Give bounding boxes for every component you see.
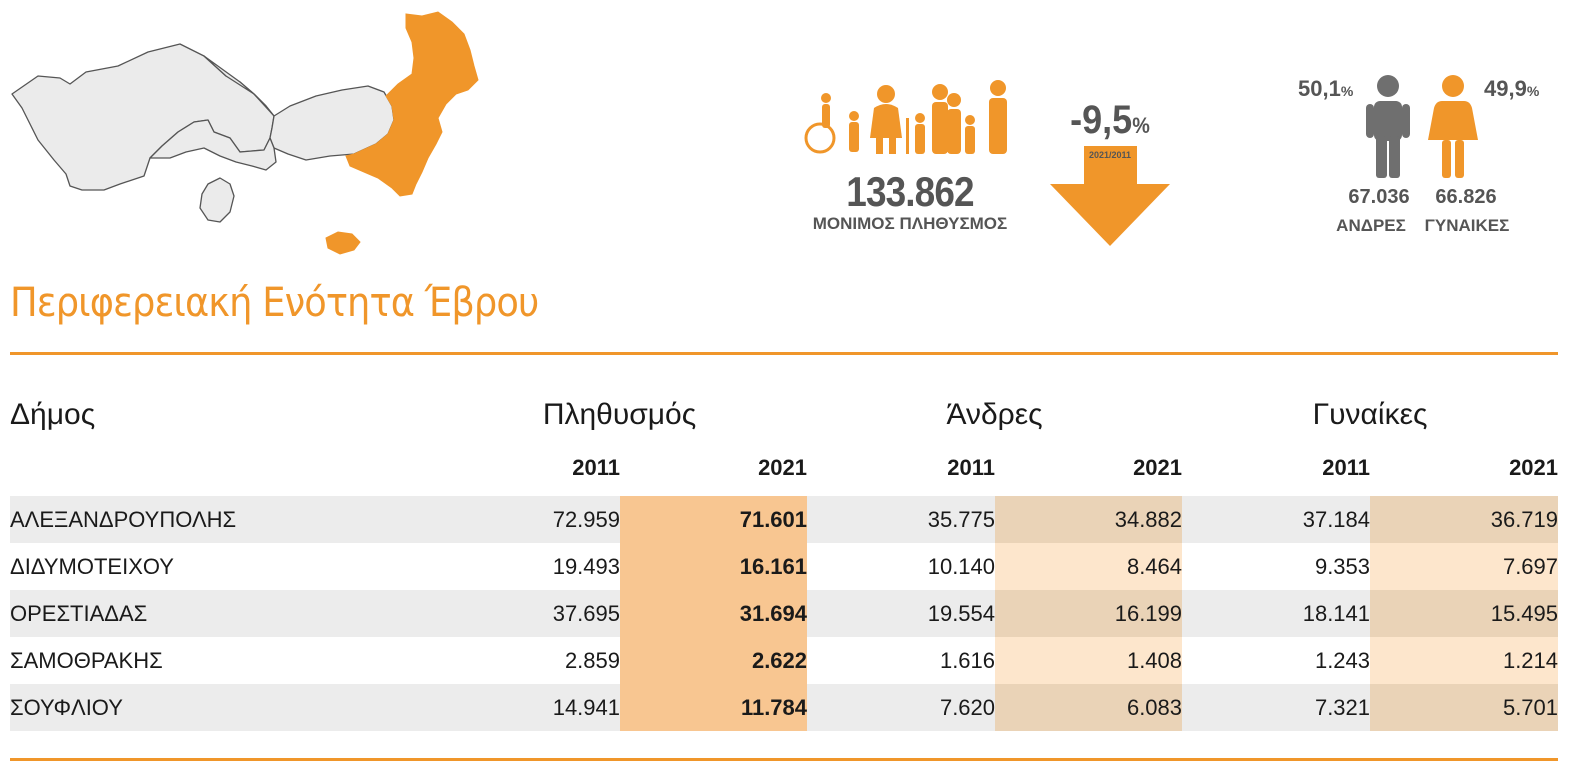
population-2021: 11.784 (620, 684, 808, 731)
population-2011: 37.695 (432, 590, 620, 637)
man-icon (1366, 75, 1410, 178)
women-2021: 5.701 (1370, 684, 1559, 731)
population-change: -9,5% (1047, 98, 1173, 143)
header-women: Γυναίκες (1312, 398, 1428, 431)
population-2011: 14.941 (432, 684, 620, 731)
population-change-unit: % (1132, 113, 1150, 138)
header-blank (10, 440, 432, 496)
population-label: ΜΟΝΙΜΟΣ ΠΛΗΘΥΣΜΟΣ (812, 214, 1008, 233)
header-year: 2011 (947, 455, 996, 480)
population-2011: 19.493 (432, 543, 620, 590)
divider-top (10, 352, 1558, 355)
family-icon (804, 80, 1007, 154)
down-arrow-icon: 2021/2011 (1050, 146, 1170, 246)
population-change-value: -9,5 (1070, 98, 1133, 142)
change-period: 2021/2011 (1089, 150, 1131, 160)
men-percentage-unit: % (1340, 83, 1354, 99)
population-2021: 31.694 (620, 590, 808, 637)
women-count: 66.826 (1435, 186, 1497, 208)
population-2011: 2.859 (432, 637, 620, 684)
men-percentage-value: 50,1 (1298, 76, 1341, 101)
table-row: ΑΛΕΞΑΝΔΡΟΥΠΟΛΗΣ 72.959 71.601 35.775 34.… (10, 496, 1559, 543)
table-row: ΣΟΥΦΛΙΟΥ 14.941 11.784 7.620 6.083 7.321… (10, 684, 1559, 731)
header-municipality: Δήμος (10, 398, 96, 431)
population-2021: 16.161 (620, 543, 808, 590)
divider-bottom (10, 758, 1558, 761)
header-population: Πληθυσμός (542, 398, 697, 431)
women-2011: 1.243 (1182, 637, 1371, 684)
municipality-name: ΣΟΥΦΛΙΟΥ (10, 684, 432, 731)
population-2011: 72.959 (432, 496, 620, 543)
women-percentage-value: 49,9 (1484, 76, 1527, 101)
women-2011: 18.141 (1182, 590, 1371, 637)
men-percentage: 50,1% (1298, 76, 1353, 102)
municipality-name: ΑΛΕΞΑΝΔΡΟΥΠΟΛΗΣ (10, 496, 432, 543)
women-percentage-unit: % (1526, 83, 1540, 99)
table-row: ΔΙΔΥΜΟΤΕΙΧΟΥ 19.493 16.161 10.140 8.464 … (10, 543, 1559, 590)
women-2021: 7.697 (1370, 543, 1559, 590)
table-group-header: Δήμος Πληθυσμός Άνδρες Γυναίκες (10, 390, 1558, 440)
men-2011: 7.620 (807, 684, 996, 731)
population-2021: 2.622 (620, 637, 808, 684)
women-2021: 1.214 (1370, 637, 1559, 684)
header-year: 2021 (758, 455, 808, 480)
evros-unit (325, 11, 479, 255)
page-title: Περιφερειακή Ενότητα Έβρου (10, 280, 539, 326)
population-2021: 71.601 (620, 496, 808, 543)
table-row: ΣΑΜΟΘΡΑΚΗΣ 2.859 2.622 1.616 1.408 1.243… (10, 637, 1559, 684)
header-men: Άνδρες (946, 398, 1043, 431)
woman-icon (1428, 75, 1478, 178)
women-percentage: 49,9% (1484, 76, 1539, 102)
men-2011: 35.775 (807, 496, 996, 543)
men-2021: 34.882 (995, 496, 1183, 543)
women-2021: 15.495 (1370, 590, 1559, 637)
men-2021: 8.464 (995, 543, 1183, 590)
table-row: ΟΡΕΣΤΙΑΔΑΣ 37.695 31.694 19.554 16.199 1… (10, 590, 1559, 637)
men-2011: 10.140 (807, 543, 996, 590)
women-2011: 9.353 (1182, 543, 1371, 590)
header-year: 2011 (1322, 455, 1371, 480)
men-count: 67.036 (1348, 186, 1410, 208)
women-2011: 37.184 (1182, 496, 1371, 543)
header-year: 2011 (572, 455, 620, 480)
population-table: Δήμος Πληθυσμός Άνδρες Γυναίκες 2011 202… (10, 390, 1559, 731)
municipality-name: ΣΑΜΟΘΡΑΚΗΣ (10, 637, 432, 684)
header-year: 2021 (1509, 455, 1559, 480)
men-2021: 1.408 (995, 637, 1183, 684)
women-2011: 7.321 (1182, 684, 1371, 731)
men-label: ΑΝΔΡΕΣ (1336, 216, 1406, 235)
women-2021: 36.719 (1370, 496, 1559, 543)
table-year-header: 2011 2021 2011 2021 2011 2021 (10, 440, 1558, 496)
men-2011: 1.616 (807, 637, 996, 684)
population-total: 133.862 (846, 168, 974, 215)
neighbouring-units (11, 43, 395, 223)
header-year: 2021 (1133, 455, 1183, 480)
men-2021: 16.199 (995, 590, 1183, 637)
greece-region-map (11, 11, 479, 255)
men-2021: 6.083 (995, 684, 1183, 731)
women-label: ΓΥΝΑΙΚΕΣ (1424, 216, 1510, 235)
municipality-name: ΟΡΕΣΤΙΑΔΑΣ (10, 590, 432, 637)
men-2011: 19.554 (807, 590, 996, 637)
municipality-name: ΔΙΔΥΜΟΤΕΙΧΟΥ (10, 543, 432, 590)
